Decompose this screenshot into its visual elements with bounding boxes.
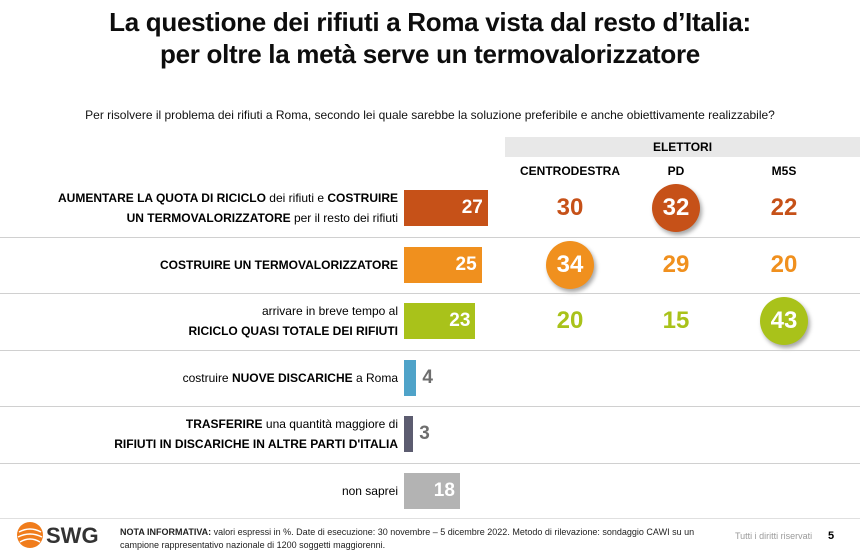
total-bar: [404, 416, 414, 453]
total-bar: [404, 246, 482, 283]
answer-label: AUMENTARE LA QUOTA DI RICICLO dei rifiut…: [58, 188, 398, 228]
total-bar-value: 3: [419, 423, 430, 445]
total-bar-value: 25: [455, 253, 477, 275]
copyright-notice: Tutti i diritti riservati: [735, 531, 813, 541]
brand-name: SWG: [46, 523, 99, 548]
electorate-value-highlight: 34: [546, 240, 594, 289]
answer-label-segment: TRASFERIRE: [185, 417, 263, 432]
answer-label-line: non saprei: [342, 481, 398, 501]
answer-label-line: AUMENTARE LA QUOTA DI RICICLO dei rifiut…: [58, 188, 398, 208]
page-title: La questione dei rifiuti a Roma vista da…: [0, 6, 860, 70]
answer-label-segment: una quantità maggiore di: [262, 417, 398, 432]
answer-label-line: arrivare in breve tempo al: [188, 301, 398, 321]
answer-label-line: UN TERMOVALORIZZATORE per il resto dei r…: [58, 208, 398, 228]
electorate-value-highlight: 43: [760, 297, 808, 346]
methodology-note: NOTA INFORMATIVA: valori espressi in %. …: [120, 526, 700, 552]
column-header-m5s: M5S: [771, 164, 797, 178]
row-separator: [0, 462, 860, 464]
answer-label-segment: costruire: [182, 370, 232, 385]
electorate-value: 20: [770, 250, 798, 278]
answer-label: TRASFERIRE una quantità maggiore di RIFIU…: [114, 414, 398, 454]
answer-label-segment: RICICLO QUASI TOTALE DEI RIFIUTI: [188, 324, 398, 339]
total-bar-value: 23: [449, 310, 471, 332]
answer-label-segment: non saprei: [341, 483, 398, 498]
answer-label-line: RICICLO QUASI TOTALE DEI RIFIUTI: [188, 321, 398, 341]
answer-label-segment: per il resto dei rifiuti: [290, 211, 398, 226]
answer-label-line: RIFIUTI IN DISCARICHE IN ALTRE PARTI D'I…: [114, 434, 398, 454]
answer-label-segment: COSTRUIRE UN TERMOVALORIZZATORE: [160, 257, 398, 272]
answer-label-line: COSTRUIRE UN TERMOVALORIZZATORE: [160, 255, 398, 275]
row-separator: [0, 406, 860, 407]
total-bar: [404, 303, 476, 340]
answer-label-segment: AUMENTARE LA QUOTA DI RICICLO: [57, 191, 266, 206]
total-bar-value: 27: [461, 197, 483, 219]
column-header-pd: PD: [667, 164, 685, 178]
answer-label: non saprei: [342, 481, 398, 501]
electorate-value: 29: [662, 250, 690, 278]
answer-label-segment: arrivare in breve tempo al: [261, 304, 398, 319]
electorate-value: 20: [556, 307, 584, 335]
electorate-group-header: ELETTORI: [505, 137, 860, 157]
total-bar-value: 18: [433, 479, 455, 501]
swg-logo-icon: [17, 522, 43, 548]
answer-label-segment: NUOVE DISCARICHE: [231, 370, 353, 385]
row-separator: [0, 349, 860, 351]
answer-label: costruire NUOVE DISCARICHE a Roma: [183, 368, 398, 388]
answer-label-segment: dei rifiuti e: [265, 191, 328, 206]
answer-label-segment: a Roma: [352, 370, 398, 385]
title-line-1: La questione dei rifiuti a Roma vista da…: [109, 7, 751, 37]
answer-label: COSTRUIRE UN TERMOVALORIZZATORE: [160, 255, 398, 275]
answer-label-segment: UN TERMOVALORIZZATORE: [126, 211, 291, 226]
electorate-value: 15: [662, 307, 690, 335]
row-separator: [0, 236, 860, 238]
electorate-value: 30: [556, 194, 584, 222]
footer-divider: [0, 518, 860, 519]
answer-label-segment: COSTRUIRE: [327, 191, 398, 206]
page-number: 5: [828, 530, 835, 542]
answer-label-line: TRASFERIRE una quantità maggiore di: [114, 414, 398, 434]
title-line-2: per oltre la metà serve un termovalorizz…: [160, 39, 700, 69]
answer-label-segment: RIFIUTI IN DISCARICHE IN ALTRE PARTI D'I…: [114, 437, 398, 452]
row-separator: [0, 293, 860, 294]
total-bar: [404, 472, 460, 509]
column-header-centrodestra: CENTRODESTRA: [519, 164, 621, 178]
answer-label-line: costruire NUOVE DISCARICHE a Roma: [183, 368, 398, 388]
note-label: NOTA INFORMATIVA:: [120, 527, 212, 537]
total-bar: [404, 190, 488, 227]
total-bar-value: 4: [422, 366, 433, 388]
answer-label: arrivare in breve tempo al RICICLO QUASI …: [188, 301, 398, 341]
total-bar: [404, 359, 417, 396]
electorate-value-highlight: 32: [652, 184, 700, 233]
survey-question: Per risolvere il problema dei rifiuti a …: [85, 108, 775, 122]
electorate-value: 22: [770, 194, 798, 222]
note-text: valori espressi in %. Date di esecuzione…: [120, 527, 695, 550]
